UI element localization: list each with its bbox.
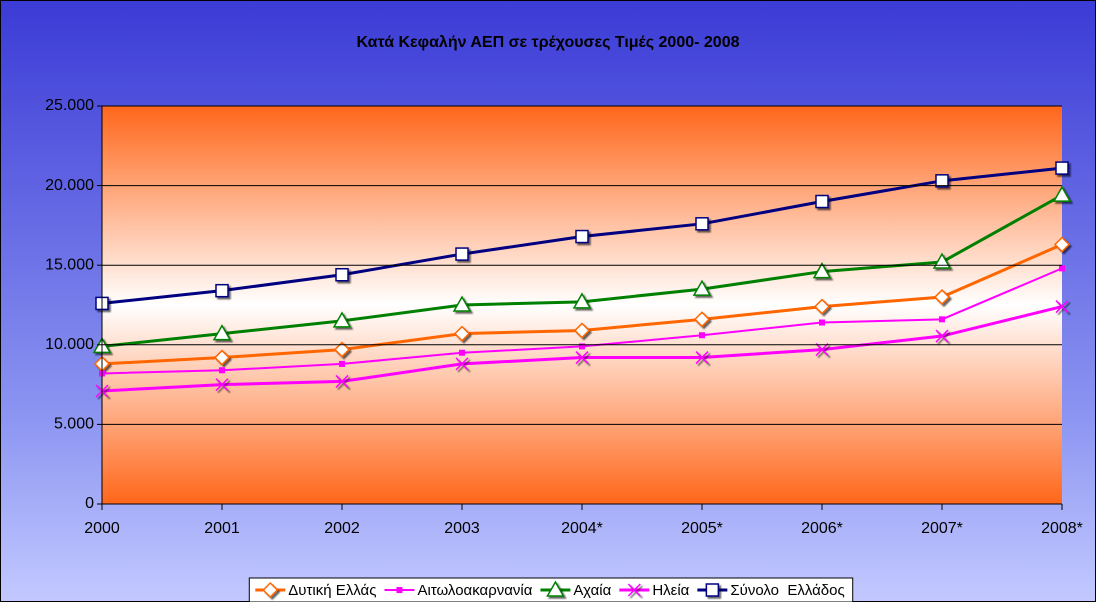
marker (452, 295, 472, 312)
x-tick-label: 2008* (1041, 520, 1083, 537)
marker (819, 319, 825, 326)
legend-label: Αχαία (573, 582, 611, 599)
legend-item: Αχαία (540, 580, 612, 599)
marker (1053, 236, 1071, 253)
marker (1055, 300, 1069, 314)
marker (935, 174, 949, 188)
x-tick-label: 2003 (444, 520, 480, 537)
marker (459, 349, 465, 356)
x-tick-label: 2007* (921, 520, 963, 537)
y-tick-label: 0 (85, 495, 94, 512)
legend-item: Δυτική Ελλάς (255, 581, 376, 599)
marker (1059, 265, 1065, 272)
marker (627, 583, 641, 597)
y-tick-label: 15.000 (45, 256, 94, 273)
marker (572, 292, 592, 309)
marker (935, 329, 949, 343)
legend: Δυτική Ελλάς Αιτωλοακαρνανία Αχαία Ηλεία Σύν… (248, 577, 854, 602)
marker (396, 587, 403, 593)
legend-item: Αιτωλοακαρνανία (384, 582, 533, 599)
marker (455, 357, 469, 371)
x-tick-label: 2000 (84, 520, 120, 537)
marker (213, 349, 231, 366)
x-tick-label: 2001 (204, 520, 240, 537)
legend-label: Σύνολο Ελλάδος (730, 582, 844, 599)
marker (455, 247, 469, 261)
marker (695, 217, 709, 231)
marker (693, 311, 711, 328)
marker (695, 351, 709, 365)
marker (575, 229, 589, 244)
marker (1052, 185, 1072, 202)
legend-item: Ηλεία (619, 582, 690, 599)
marker (573, 322, 591, 339)
marker (939, 316, 945, 323)
marker (332, 311, 352, 328)
marker (546, 580, 565, 597)
marker (815, 194, 829, 209)
marker (575, 351, 589, 365)
marker (212, 324, 232, 341)
marker (335, 268, 349, 282)
marker (219, 367, 225, 374)
legend-label: Ηλεία (652, 582, 689, 599)
marker (215, 378, 229, 392)
x-tick-label: 2006* (801, 520, 843, 537)
marker (932, 252, 952, 269)
marker (339, 360, 345, 367)
marker (933, 288, 951, 306)
marker (453, 325, 471, 342)
marker (579, 343, 585, 350)
y-tick-label: 25.000 (45, 97, 94, 114)
x-tick-label: 2002 (324, 520, 360, 537)
marker (692, 279, 712, 296)
legend-label: Δυτική Ελλάς (288, 582, 376, 599)
marker (699, 332, 705, 339)
marker (335, 374, 349, 388)
marker (812, 262, 832, 279)
legend-label: Αιτωλοακαρνανία (417, 582, 532, 599)
marker (333, 341, 351, 358)
y-tick-label: 5.000 (54, 416, 94, 433)
y-tick-label: 20.000 (45, 177, 94, 194)
legend-item: Σύνολο Ελλάδος (697, 582, 845, 599)
marker (705, 583, 720, 597)
marker (215, 283, 229, 298)
marker (1055, 161, 1069, 175)
x-tick-label: 2004* (561, 520, 603, 537)
chart-title: Κατά Κεφαλήν ΑΕΠ σε τρέχουσες Τιμές 2000… (356, 34, 739, 51)
y-tick-label: 10.000 (45, 336, 94, 353)
marker (813, 298, 831, 315)
marker (815, 343, 829, 357)
x-tick-label: 2005* (681, 520, 723, 537)
marker (262, 581, 279, 599)
